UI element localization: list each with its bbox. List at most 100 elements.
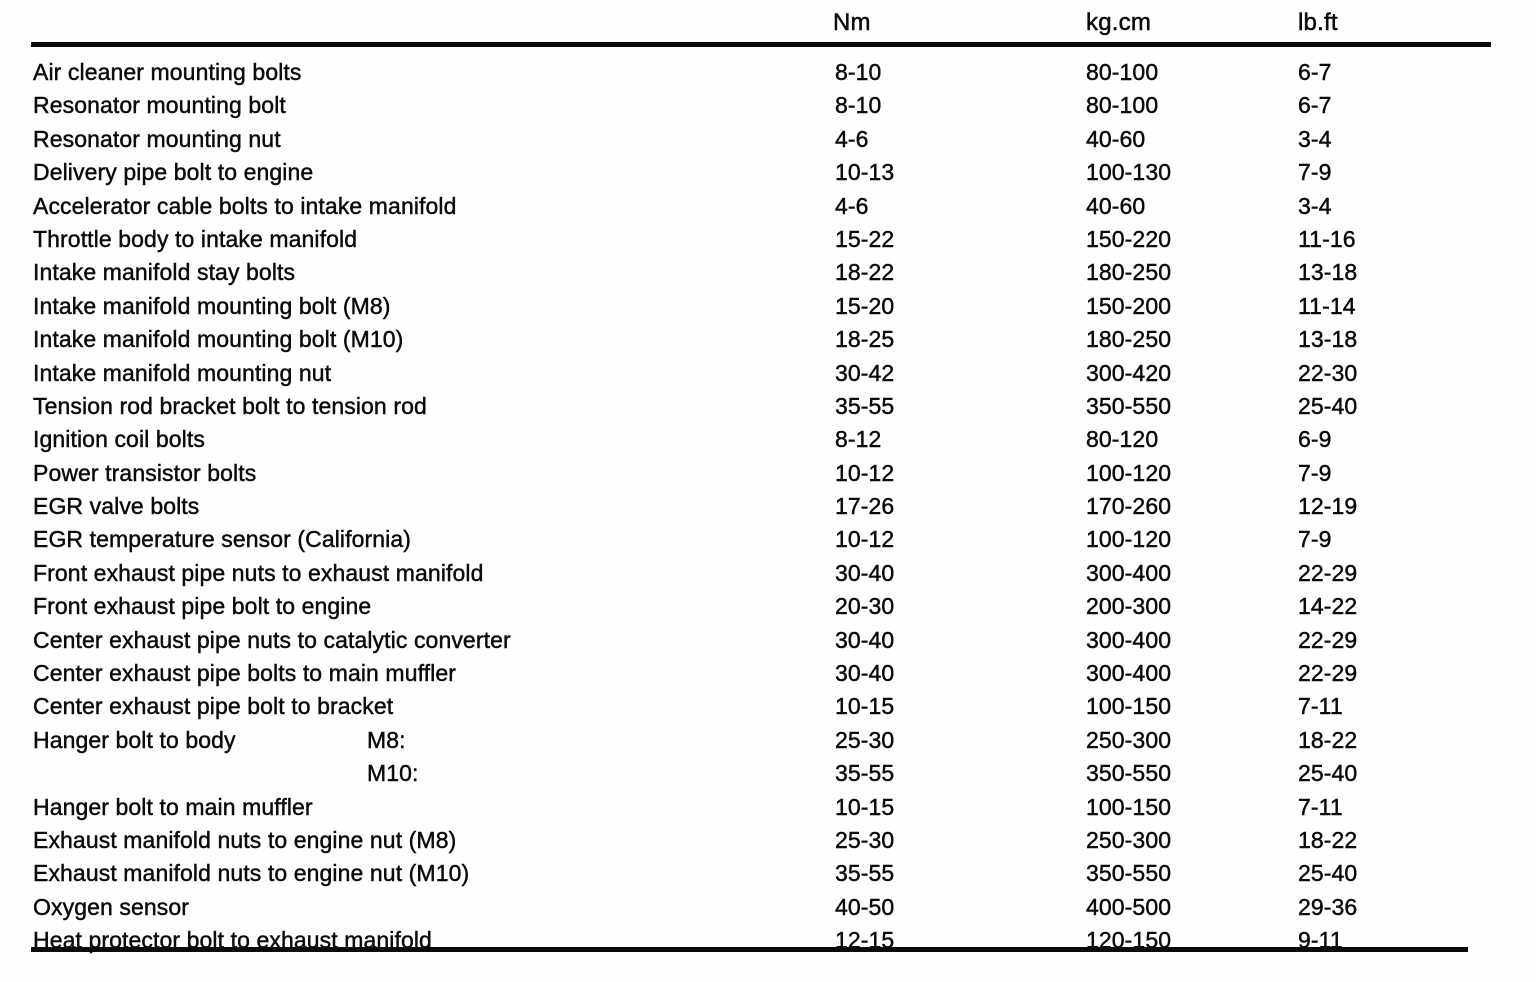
row-label: Center exhaust pipe bolt to bracket bbox=[33, 693, 394, 720]
cell-nm: 4-6 bbox=[835, 192, 869, 219]
cell-kgcm: 350-550 bbox=[1086, 392, 1172, 419]
row-label: Intake manifold mounting bolt (M8) bbox=[33, 292, 391, 319]
row-label: Intake manifold mounting bolt (M10) bbox=[33, 326, 404, 353]
cell-nm: 8-10 bbox=[835, 92, 882, 119]
cell-nm: 35-55 bbox=[835, 392, 895, 419]
cell-lbft: 7-11 bbox=[1298, 693, 1343, 720]
row-label: Hanger bolt to body bbox=[33, 726, 236, 753]
cell-lbft: 11-16 bbox=[1298, 225, 1356, 252]
row-label: Center exhaust pipe nuts to catalytic co… bbox=[33, 626, 511, 653]
table-row: Accelerator cable bolts to intake manifo… bbox=[0, 191, 1536, 224]
table-row: Intake manifold mounting bolt (M10) 18-25… bbox=[0, 324, 1536, 357]
cell-nm: 40-50 bbox=[835, 893, 895, 920]
table-row: Intake manifold stay bolts 18-22 180-250 13… bbox=[0, 257, 1536, 290]
table-row: Heat protector bolt to exhaust manifold 1… bbox=[0, 925, 1536, 958]
table-row: Power transistor bolts 10-12 100-120 7-9 bbox=[0, 458, 1536, 491]
cell-kgcm: 170-260 bbox=[1086, 493, 1172, 520]
cell-kgcm: 300-400 bbox=[1086, 660, 1172, 687]
cell-kgcm: 100-150 bbox=[1086, 793, 1172, 820]
row-label: Power transistor bolts bbox=[33, 459, 257, 486]
cell-nm: 17-26 bbox=[835, 493, 895, 520]
cell-nm: 10-12 bbox=[835, 459, 895, 486]
cell-lbft: 22-29 bbox=[1298, 626, 1358, 653]
cell-lbft: 22-30 bbox=[1298, 359, 1358, 386]
row-label: Ignition coil bolts bbox=[33, 426, 205, 453]
cell-kgcm: 300-400 bbox=[1086, 559, 1172, 586]
row-label: Front exhaust pipe nuts to exhaust manif… bbox=[33, 559, 484, 586]
cell-nm: 10-15 bbox=[835, 793, 895, 820]
table-row: EGR temperature sensor (California) 10-12… bbox=[0, 524, 1536, 557]
cell-lbft: 13-18 bbox=[1298, 326, 1358, 353]
cell-nm: 8-10 bbox=[835, 59, 882, 85]
cell-kgcm: 350-550 bbox=[1086, 760, 1172, 787]
column-header-lbft: lb.ft bbox=[1298, 9, 1338, 37]
table-row: Ignition coil bolts 8-12 80-120 6-9 bbox=[0, 424, 1536, 457]
header-divider-rule bbox=[31, 42, 1491, 47]
table-row: Exhaust manifold nuts to engine nut (M10… bbox=[0, 858, 1536, 891]
table-row: M10: 35-55 350-550 25-40 bbox=[0, 758, 1536, 791]
table-row: Delivery pipe bolt to engine 10-13 100-130… bbox=[0, 157, 1536, 190]
cell-nm: 35-55 bbox=[835, 860, 895, 887]
cell-lbft: 6-7 bbox=[1298, 59, 1332, 85]
cell-lbft: 22-29 bbox=[1298, 559, 1358, 586]
cell-kgcm: 40-60 bbox=[1086, 192, 1146, 219]
row-label: Resonator mounting bolt bbox=[33, 92, 286, 119]
cell-lbft: 6-9 bbox=[1298, 426, 1332, 453]
cell-nm: 30-40 bbox=[835, 559, 895, 586]
table-row: Exhaust manifold nuts to engine nut (M8)… bbox=[0, 825, 1536, 858]
cell-lbft: 25-40 bbox=[1298, 392, 1358, 419]
cell-kgcm: 250-300 bbox=[1086, 826, 1172, 853]
column-header-nm: Nm bbox=[833, 9, 871, 37]
cell-lbft: 18-22 bbox=[1298, 826, 1358, 853]
cell-nm: 20-30 bbox=[835, 593, 895, 620]
cell-nm: 18-25 bbox=[835, 326, 895, 353]
row-label: Exhaust manifold nuts to engine nut (M8) bbox=[33, 826, 457, 853]
row-label: Oxygen sensor bbox=[33, 893, 189, 920]
table-row: Resonator mounting bolt 8-10 80-100 6-7 bbox=[0, 90, 1536, 123]
cell-kgcm: 100-120 bbox=[1086, 526, 1172, 553]
cell-nm: 15-22 bbox=[835, 225, 895, 252]
cell-lbft: 18-22 bbox=[1298, 726, 1358, 753]
cell-lbft: 7-9 bbox=[1298, 459, 1332, 486]
cell-lbft: 7-11 bbox=[1298, 793, 1343, 820]
cell-kgcm: 40-60 bbox=[1086, 125, 1146, 152]
cell-lbft: 22-29 bbox=[1298, 660, 1358, 687]
table-row: Front exhaust pipe bolt to engine 20-30 20… bbox=[0, 591, 1536, 624]
cell-nm: 30-42 bbox=[835, 359, 895, 386]
cell-nm: 4-6 bbox=[835, 125, 869, 152]
cell-nm: 30-40 bbox=[835, 626, 895, 653]
cell-kgcm: 400-500 bbox=[1086, 893, 1172, 920]
row-label: Resonator mounting nut bbox=[33, 125, 281, 152]
row-label: EGR temperature sensor (California) bbox=[33, 526, 412, 553]
row-label: Accelerator cable bolts to intake manifo… bbox=[33, 192, 457, 219]
cell-lbft: 29-36 bbox=[1298, 893, 1358, 920]
cell-kgcm: 80-120 bbox=[1086, 426, 1159, 453]
table-row: Front exhaust pipe nuts to exhaust manif… bbox=[0, 558, 1536, 591]
row-label: Intake manifold stay bolts bbox=[33, 259, 296, 286]
cell-lbft: 7-9 bbox=[1298, 159, 1332, 186]
cell-nm: 10-13 bbox=[835, 159, 895, 186]
cell-kgcm: 180-250 bbox=[1086, 259, 1172, 286]
row-label: EGR valve bolts bbox=[33, 493, 200, 520]
cell-nm: 18-22 bbox=[835, 259, 895, 286]
table-row: Resonator mounting nut 4-6 40-60 3-4 bbox=[0, 124, 1536, 157]
cell-lbft: 7-9 bbox=[1298, 526, 1332, 553]
cell-lbft: 13-18 bbox=[1298, 259, 1358, 286]
cell-kgcm: 100-150 bbox=[1086, 693, 1172, 720]
cell-kgcm: 300-400 bbox=[1086, 626, 1172, 653]
cell-nm: 25-30 bbox=[835, 726, 895, 753]
cell-nm: 25-30 bbox=[835, 826, 895, 853]
table-row: Air cleaner mounting bolts 8-10 80-100 6-7 bbox=[0, 57, 1536, 90]
table-bottom-rule bbox=[31, 947, 1468, 952]
row-label: Center exhaust pipe bolts to main muffle… bbox=[33, 660, 457, 687]
table-row: Throttle body to intake manifold 15-22 150… bbox=[0, 224, 1536, 257]
table-row: Center exhaust pipe bolts to main muffle… bbox=[0, 658, 1536, 691]
cell-lbft: 11-14 bbox=[1298, 292, 1356, 319]
row-label: Hanger bolt to main muffler bbox=[33, 793, 313, 820]
cell-kgcm: 80-100 bbox=[1086, 92, 1159, 119]
row-label: Delivery pipe bolt to engine bbox=[33, 159, 314, 186]
table-row: Hanger bolt to main muffler 10-15 100-150 7… bbox=[0, 792, 1536, 825]
cell-lbft: 3-4 bbox=[1298, 192, 1332, 219]
row-label: Exhaust manifold nuts to engine nut (M10… bbox=[33, 860, 470, 887]
